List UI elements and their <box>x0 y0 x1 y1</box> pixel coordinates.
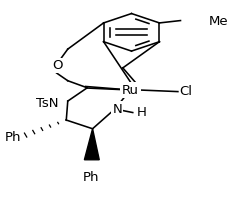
Text: Ph: Ph <box>5 131 22 143</box>
Text: H: H <box>136 106 146 119</box>
FancyBboxPatch shape <box>179 84 201 100</box>
FancyBboxPatch shape <box>0 129 22 145</box>
Polygon shape <box>84 129 99 160</box>
Text: Ru: Ru <box>122 84 139 97</box>
FancyBboxPatch shape <box>120 82 141 98</box>
Text: O: O <box>52 59 63 72</box>
FancyBboxPatch shape <box>208 14 230 29</box>
FancyBboxPatch shape <box>80 163 101 179</box>
FancyBboxPatch shape <box>32 96 62 111</box>
Text: TsN: TsN <box>36 97 59 110</box>
Text: Cl: Cl <box>179 85 192 98</box>
FancyBboxPatch shape <box>52 58 64 73</box>
FancyBboxPatch shape <box>136 105 148 121</box>
Text: Me: Me <box>208 15 228 28</box>
Text: Ph: Ph <box>82 171 99 184</box>
Text: N: N <box>112 103 122 116</box>
FancyBboxPatch shape <box>112 101 123 117</box>
